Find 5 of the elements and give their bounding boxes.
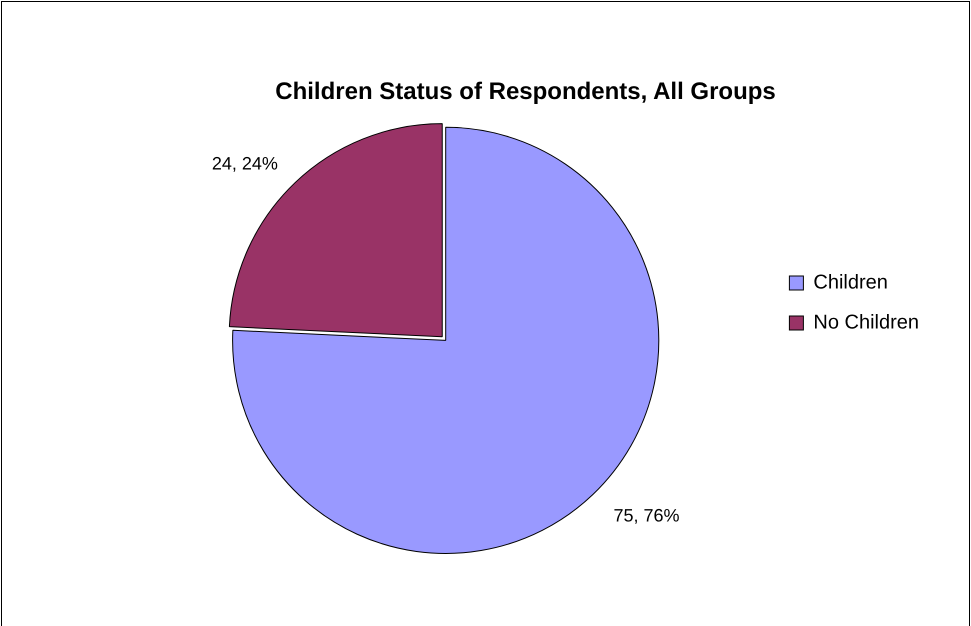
data-label: 24, 24% — [212, 153, 278, 174]
legend-label: Children — [813, 272, 888, 294]
chart-title: Children Status of Respondents, All Groups — [275, 78, 776, 106]
legend-label: No Children — [813, 312, 920, 334]
data-label: 75, 76% — [613, 505, 680, 526]
